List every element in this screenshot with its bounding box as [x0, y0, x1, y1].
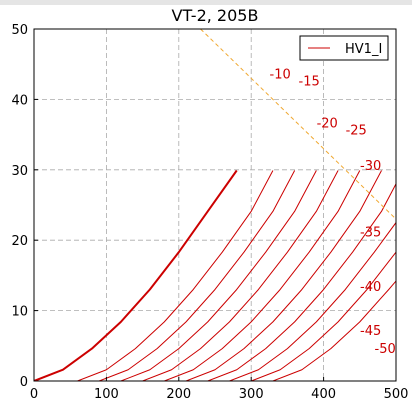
x-axis: 0 100 200 300 400 500	[30, 377, 409, 402]
curve-minus-45	[251, 251, 396, 381]
curve-label: -45	[360, 324, 381, 339]
x-tick-label: 200	[166, 387, 191, 402]
y-tick-label: 40	[11, 93, 28, 108]
curve-minus-10	[98, 170, 296, 381]
x-tick-label: 300	[239, 387, 264, 402]
curve-label: -25	[346, 124, 367, 139]
curve-label: -35	[360, 226, 381, 241]
y-tick-label: 50	[11, 23, 28, 38]
x-tick-label: 0	[30, 387, 38, 402]
curve-label: -10	[270, 67, 291, 82]
x-tick-label: 100	[94, 387, 119, 402]
curve-label: -20	[317, 117, 338, 132]
plate-curves	[34, 169, 396, 381]
x-tick-label: 400	[311, 387, 336, 402]
curve-label: -30	[360, 159, 381, 174]
curve-minus-35	[207, 183, 396, 381]
curve-minus-40	[229, 222, 396, 381]
grid	[34, 29, 396, 381]
y-tick-label: 20	[11, 234, 28, 249]
load-line	[200, 29, 396, 220]
window-top-bar	[0, 0, 412, 5]
y-tick-label: 0	[20, 375, 28, 390]
curve-minus-15	[120, 170, 317, 381]
y-tick-label: 10	[11, 305, 28, 320]
load-line-segment	[200, 29, 396, 220]
curve-0	[34, 169, 238, 381]
y-tick-label: 30	[11, 164, 28, 179]
curve-label: -15	[299, 74, 320, 89]
curve-minus-50	[272, 280, 396, 381]
y-axis: 0 10 20 30 40 50	[11, 23, 38, 390]
curve-minus-30	[185, 170, 382, 381]
curve-minus-5	[77, 170, 274, 381]
curve-label: -50	[375, 342, 396, 357]
curve-labels: -10 -15 -20 -25 -30 -35 -40 -45 -50	[270, 67, 396, 357]
plot-frame	[33, 28, 397, 382]
chart-title: VT-2, 205B	[172, 6, 259, 25]
x-tick-label: 500	[384, 387, 409, 402]
curve-minus-20	[142, 170, 339, 381]
legend: HV1_I	[299, 35, 389, 61]
curve-label: -40	[360, 280, 381, 295]
curve-minus-25	[164, 170, 361, 381]
legend-label: HV1_I	[345, 42, 382, 57]
